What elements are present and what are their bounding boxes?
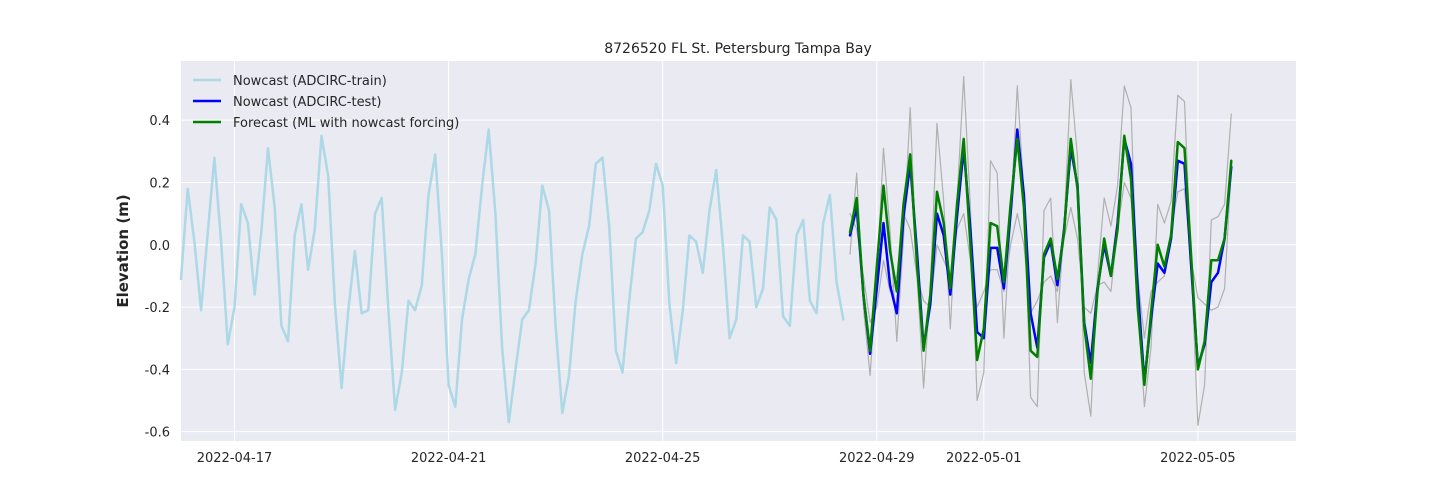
chart-title: 8726520 FL St. Petersburg Tampa Bay — [604, 41, 872, 57]
legend: Nowcast (ADCIRC-train) Nowcast (ADCIRC-te… — [193, 74, 459, 131]
legend-label: Nowcast (ADCIRC-test) — [233, 95, 382, 110]
x-tick-label: 2022-04-21 — [411, 451, 487, 466]
x-tick-label: 2022-05-05 — [1160, 451, 1236, 466]
legend-label: Nowcast (ADCIRC-train) — [233, 74, 387, 89]
x-grid — [234, 61, 1199, 441]
legend-label: Forecast (ML with nowcast forcing) — [233, 116, 459, 131]
plot-area — [181, 61, 1296, 441]
y-tick-label: -0.4 — [145, 363, 170, 378]
y-axis-label: Elevation (m) — [114, 194, 132, 307]
x-tick-label: 2022-04-29 — [839, 451, 915, 466]
series-layer — [179, 75, 1233, 426]
y-tick-label: 0.2 — [149, 176, 170, 191]
y-axis: -0.6 -0.4 -0.2 0.0 0.2 0.4 — [145, 114, 170, 440]
x-tick-label: 2022-04-25 — [625, 451, 701, 466]
series-line-2 — [848, 134, 1233, 387]
x-tick-label: 2022-05-01 — [946, 451, 1022, 466]
x-axis: 2022-04-17 2022-04-21 2022-04-25 2022-04-29… — [197, 451, 1236, 466]
y-grid — [181, 119, 1296, 433]
y-tick-label: -0.2 — [145, 301, 170, 316]
y-tick-label: -0.6 — [145, 426, 170, 441]
x-tick-label: 2022-04-17 — [197, 451, 273, 466]
series-line-0 — [179, 128, 845, 424]
y-tick-label: 0.4 — [149, 114, 170, 129]
y-tick-label: 0.0 — [149, 239, 170, 254]
